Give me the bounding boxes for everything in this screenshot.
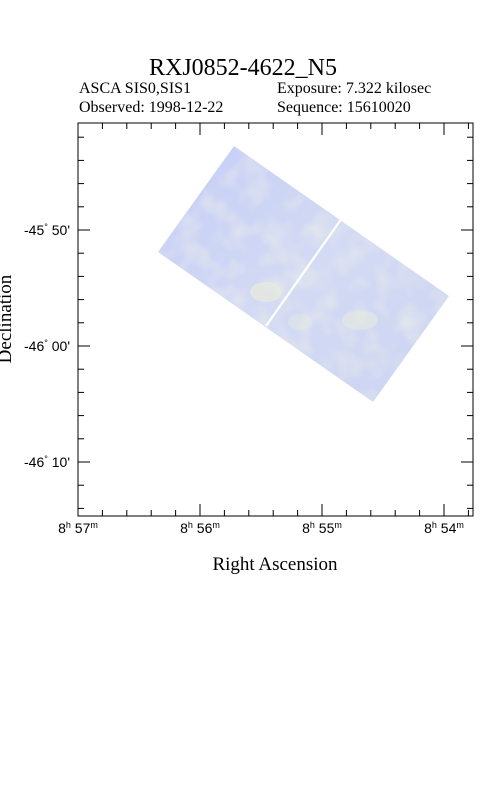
chip-gap-line [265,217,343,327]
x-axis-title: Right Ascension [212,554,338,575]
observed-label: Observed: 1998-12-22 [79,99,224,116]
x-tick-label: 8h 57m [58,520,98,536]
plot-title: RXJ0852-4622_N5 [148,55,337,81]
y-axis-title: Declination [0,274,16,364]
instrument-label: ASCA SIS0,SIS1 [79,80,192,97]
sequence-label: Sequence: 15610020 [277,99,411,116]
y-tick-label: -46° 10' [24,454,70,470]
y-tick-label: -45° 50' [24,222,70,238]
x-tick-label: 8h 54m [424,520,464,536]
x-tick-label: 8h 56m [180,520,220,536]
y-axis-ticks [78,136,473,509]
y-axis-ticklabels: -45° 50' -46° 00' -46° 10' [24,222,70,470]
exposure-label: Exposure: 7.322 kilosec [277,80,432,97]
x-tick-label: 8h 55m [302,520,342,536]
y-tick-label: -46° 00' [24,338,70,354]
x-axis-ticklabels: 8h 57m 8h 56m 8h 55m 8h 54m [58,520,464,536]
exposure-image [158,146,449,402]
plot-frame [77,122,474,517]
x-axis-ticks [77,123,469,516]
